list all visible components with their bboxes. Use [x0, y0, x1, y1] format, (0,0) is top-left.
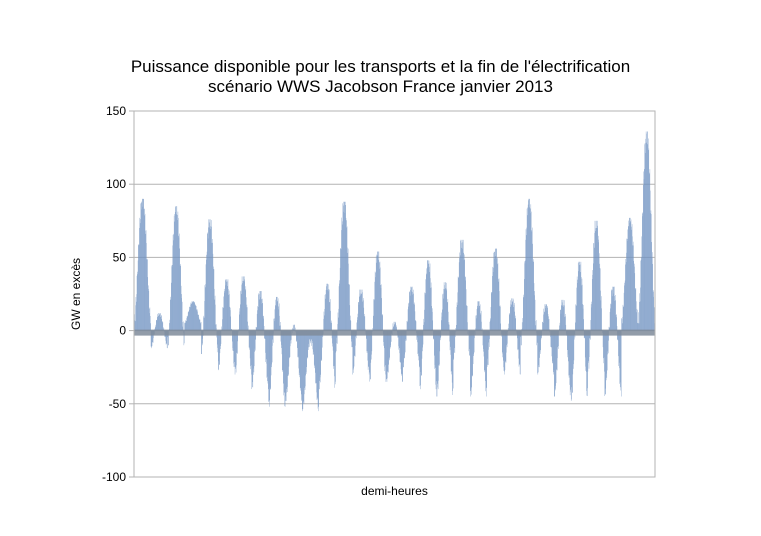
bars	[134, 131, 655, 412]
y-axis-label: GW en excès	[69, 258, 83, 330]
y-tick-label: -100	[102, 470, 126, 484]
y-tick-label: 100	[106, 177, 126, 191]
chart-title: Puissance disponible pour les transports…	[130, 57, 631, 76]
zero-baseline-band	[134, 329, 655, 336]
y-tick-label: -50	[109, 397, 127, 411]
y-tick-label: 50	[113, 250, 127, 264]
x-axis-label: demi-heures	[361, 484, 428, 498]
y-tick-label: 0	[119, 324, 126, 338]
y-axis-ticks: -100 -50 0 50 100 150	[102, 104, 134, 484]
plot-frame	[133, 110, 656, 478]
y-tick-label: 150	[106, 104, 126, 118]
chart-subtitle: scénario WWS Jacobson France janvier 201…	[208, 77, 553, 96]
